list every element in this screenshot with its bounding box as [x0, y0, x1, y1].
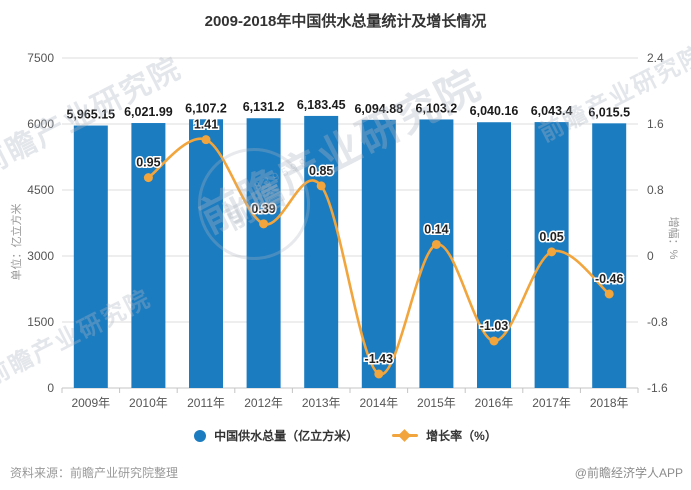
svg-text:2015年: 2015年 [417, 396, 456, 410]
data-source: 资料来源：前瞻产业研究院整理 [10, 466, 179, 480]
svg-text:1.41: 1.41 [194, 118, 218, 132]
svg-text:2009年: 2009年 [71, 396, 110, 410]
svg-text:-1.43: -1.43 [365, 352, 394, 366]
svg-text:2017年: 2017年 [532, 396, 571, 410]
svg-text:2018年: 2018年 [590, 396, 629, 410]
legend: 中国供水总量（亿立方米） 增长率（%） [0, 427, 691, 444]
svg-text:1.6: 1.6 [647, 117, 664, 131]
svg-text:3000: 3000 [27, 249, 54, 263]
svg-text:2014年: 2014年 [359, 396, 398, 410]
svg-text:0: 0 [47, 381, 54, 395]
svg-text:5,965.15: 5,965.15 [66, 108, 115, 122]
svg-text:1500: 1500 [27, 315, 54, 329]
svg-text:-1.6: -1.6 [647, 381, 668, 395]
svg-text:6,131.2: 6,131.2 [243, 100, 285, 114]
circle-icon [194, 429, 207, 442]
svg-text:0.85: 0.85 [309, 164, 333, 178]
legend-item-supply[interactable]: 中国供水总量（亿立方米） [194, 427, 358, 444]
svg-text:0.8: 0.8 [647, 183, 664, 197]
svg-text:4500: 4500 [27, 183, 54, 197]
svg-text:2010年: 2010年 [129, 396, 168, 410]
svg-text:0.39: 0.39 [251, 202, 275, 216]
svg-text:0.05: 0.05 [539, 230, 563, 244]
svg-text:6,103.2: 6,103.2 [416, 101, 458, 115]
svg-text:2.4: 2.4 [647, 51, 664, 65]
svg-text:2012年: 2012年 [244, 396, 283, 410]
svg-text:6,107.2: 6,107.2 [185, 101, 227, 115]
legend-item-growth[interactable]: 增长率（%） [392, 427, 497, 444]
svg-text:-0.8: -0.8 [647, 315, 668, 329]
svg-text:6000: 6000 [27, 117, 54, 131]
svg-text:0.95: 0.95 [136, 156, 160, 170]
right-axis-name: 增幅：% [667, 216, 679, 260]
svg-text:7500: 7500 [27, 51, 54, 65]
svg-text:-1.03: -1.03 [480, 319, 509, 333]
svg-text:2016年: 2016年 [475, 396, 514, 410]
legend-label: 中国供水总量（亿立方米） [214, 429, 359, 443]
svg-text:2013年: 2013年 [302, 396, 341, 410]
left-axis-name: 单位：亿立方米 [11, 203, 23, 281]
svg-text:6,043.4: 6,043.4 [531, 104, 573, 118]
svg-text:0.14: 0.14 [424, 222, 448, 236]
svg-text:6,183.45: 6,183.45 [297, 98, 346, 112]
svg-text:2011年: 2011年 [187, 396, 225, 410]
credit: @前瞻经济学人APP [574, 466, 683, 480]
svg-text:6,094.88: 6,094.88 [354, 102, 403, 116]
svg-text:6,021.99: 6,021.99 [124, 105, 173, 119]
svg-text:-0.46: -0.46 [595, 272, 624, 286]
svg-text:6,040.16: 6,040.16 [470, 104, 519, 118]
svg-text:6,015.5: 6,015.5 [588, 105, 630, 119]
legend-label: 增长率（%） [426, 429, 497, 443]
chart-title: 2009-2018年中国供水总量统计及增长情况 [204, 13, 487, 30]
diamond-icon [392, 429, 419, 442]
chart-canvas: 7500 2.4 6000 1.6 4500 0.8 3000 0 1500 -0.8 0 -1.6 2… [27, 51, 668, 410]
svg-text:0: 0 [647, 249, 654, 263]
